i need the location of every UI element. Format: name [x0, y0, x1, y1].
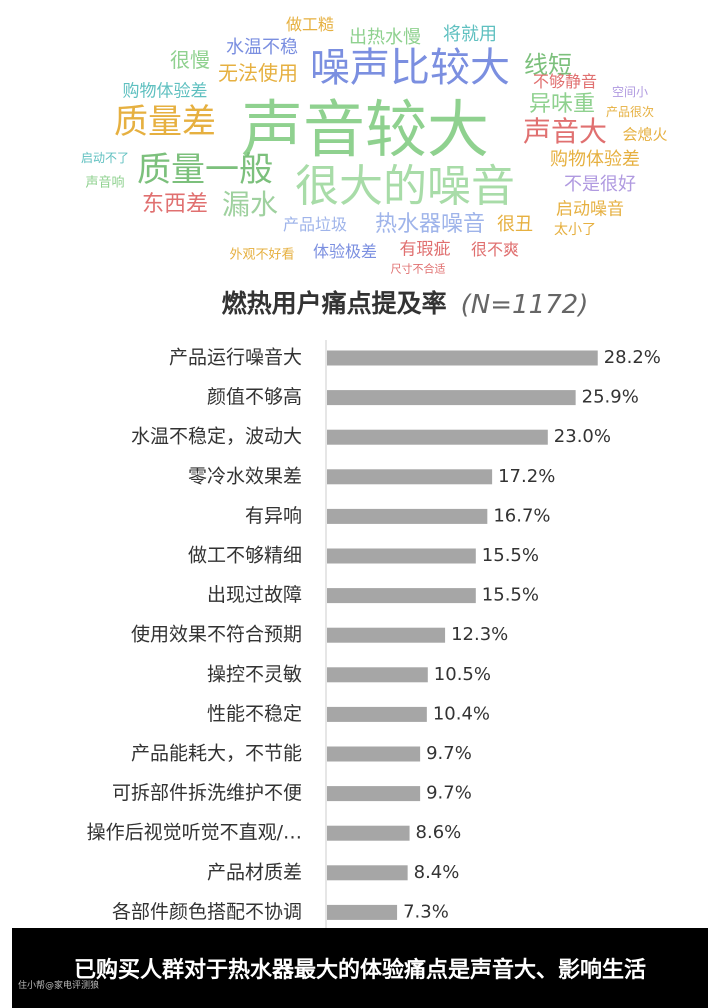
- category-label: 出现过故障: [207, 584, 302, 606]
- cloud-word: 声音大: [522, 115, 608, 148]
- category-label: 使用效果不符合预期: [131, 624, 302, 646]
- bar: [327, 588, 476, 604]
- bar: [327, 469, 493, 485]
- category-label: 做工不够精细: [188, 545, 302, 567]
- cloud-word: 购物体验差: [122, 81, 208, 102]
- bar: [327, 350, 598, 366]
- cloud-word: 声音响: [85, 175, 125, 191]
- value-label: 9.7%: [426, 743, 472, 764]
- category-label: 产品材质差: [207, 861, 302, 883]
- category-label: 产品能耗大，不节能: [131, 743, 302, 765]
- cloud-word: 东西差: [141, 192, 209, 217]
- cloud-word: 很不爽: [470, 240, 520, 259]
- cloud-word: 尺寸不合适: [390, 262, 446, 276]
- cloud-word: 启动噪音: [556, 199, 624, 220]
- value-label: 16.7%: [493, 505, 550, 526]
- bar: [327, 865, 408, 881]
- bar: [327, 627, 446, 643]
- bar: [327, 706, 427, 722]
- cloud-word: 将就用: [443, 24, 497, 45]
- bar: [327, 904, 398, 920]
- watermark: 住小帮@家电评测狼: [18, 981, 100, 991]
- value-label: 12.3%: [451, 624, 508, 645]
- cloud-word: 太小了: [554, 222, 596, 238]
- cloud-word: 热水器噪音: [374, 212, 486, 237]
- bar: [327, 746, 421, 762]
- cloud-word: 出热水慢: [349, 27, 421, 48]
- cloud-word: 购物体验差: [550, 149, 640, 170]
- cloud-word: 外观不好看: [229, 247, 295, 263]
- bar: [327, 667, 428, 683]
- value-label: 9.7%: [426, 783, 472, 804]
- value-label: 10.5%: [434, 664, 491, 685]
- category-label: 操作后视觉听觉不直观/…: [87, 822, 302, 844]
- cloud-word: 空间小: [611, 85, 649, 99]
- cloud-word: 做工糙: [285, 15, 335, 34]
- value-label: 23.0%: [554, 426, 611, 447]
- cloud-word: 有瑕疵: [399, 239, 451, 260]
- chart-subtitle: (N=1172): [461, 290, 589, 320]
- category-label: 操控不灵敏: [207, 663, 302, 685]
- cloud-word: 线短: [524, 51, 572, 79]
- cloud-word: 异味重: [528, 92, 596, 117]
- word-cloud: 声音较大 很大的噪音 噪声比较大质量差质量一般 漏水 声音大 线短异味重东西差热水器噪音 无…: [0, 0, 720, 285]
- category-label: 性能不稳定: [207, 703, 302, 725]
- cloud-word: 无法使用: [218, 61, 298, 85]
- value-label: 28.2%: [604, 347, 661, 368]
- category-label: 零冷水效果差: [188, 465, 302, 487]
- cloud-word: 水温不稳: [226, 37, 298, 58]
- value-label: 7.3%: [403, 901, 449, 922]
- cloud-word: 不够静音: [532, 72, 598, 91]
- value-label: 15.5%: [482, 545, 539, 566]
- category-label: 颜值不够高: [207, 386, 302, 408]
- cloud-word: 体验极差: [312, 242, 378, 261]
- cloud-word: 很慢: [170, 48, 210, 72]
- bar: [327, 429, 548, 445]
- cloud-word: 很丑: [497, 214, 533, 235]
- value-label: 10.4%: [433, 703, 490, 724]
- cloud-word: 会熄火: [622, 125, 668, 144]
- chart-title: 燃热用户痛点提及率: [222, 289, 447, 318]
- cloud-word: 启动不了: [80, 151, 130, 165]
- cloud-word: 质量一般: [137, 150, 273, 190]
- category-label: 各部件颜色搭配不协调: [112, 901, 302, 923]
- cloud-word: 很大的噪音: [295, 161, 515, 212]
- cloud-word: 产品垃圾: [282, 215, 348, 234]
- value-label: 25.9%: [582, 387, 639, 408]
- value-label: 17.2%: [498, 466, 555, 487]
- chart-title-group: 燃热用户痛点提及率 (N=1172): [222, 289, 589, 320]
- category-label: 水温不稳定，波动大: [131, 426, 302, 448]
- cloud-word: 质量差: [114, 102, 216, 142]
- category-label: 可拆部件拆洗维护不便: [112, 782, 302, 804]
- category-label: 产品运行噪音大: [169, 347, 302, 369]
- bar: [327, 390, 576, 406]
- bar: [327, 548, 476, 564]
- cloud-word: 不是很好: [564, 174, 636, 195]
- bar: [327, 786, 421, 802]
- cloud-word: 产品很次: [605, 105, 655, 119]
- value-label: 8.4%: [414, 862, 460, 883]
- value-label: 8.6%: [416, 822, 462, 843]
- cloud-word: 漏水: [221, 188, 279, 221]
- bar: [327, 508, 488, 524]
- chart: 燃热用户痛点提及率 (N=1172) 产品运行噪音大 28.2% 颜值不够高 25.9%…: [87, 289, 661, 928]
- cloud-word: 噪声比较大: [310, 45, 510, 91]
- category-label: 有异响: [245, 505, 302, 527]
- caption: 已购买人群对于热水器最大的体验痛点是声音大、影响生活: [12, 928, 708, 1008]
- bar: [327, 825, 410, 841]
- cloud-word: 声音较大: [240, 93, 490, 166]
- value-label: 15.5%: [482, 585, 539, 606]
